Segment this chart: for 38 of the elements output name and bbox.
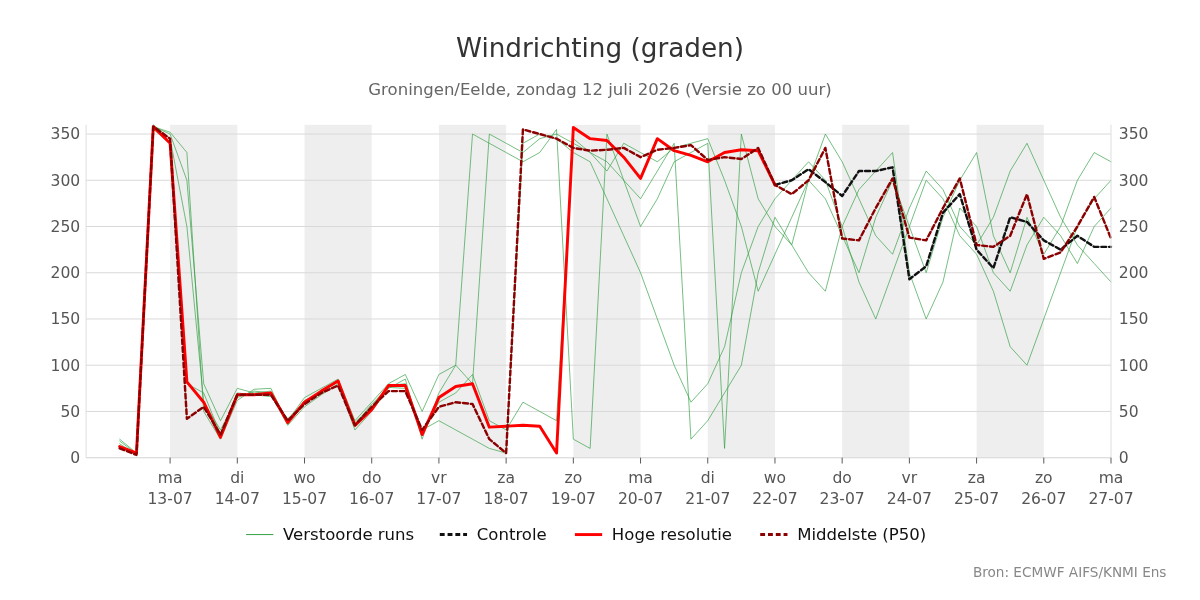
y2-tick-label: 250 [1118,217,1149,236]
y-tick-label: 100 [50,356,81,375]
x-tick-label: za 18-07 [483,468,529,509]
x-tick-label: ma 20-07 [617,468,664,509]
x-tick-label: zo 19-07 [550,468,596,509]
legend-label: Hoge resolutie [611,525,732,545]
y-tick-label: 200 [50,264,81,283]
chart-title: Windrichting (graden) [456,32,744,63]
legend-label: Middelste (P50) [797,525,927,545]
y-tick-label: 250 [50,217,81,236]
x-tick-label: wo 22-07 [752,468,798,509]
x-tick-label: vr 24-07 [886,468,932,509]
x-tick-label: za 25-07 [953,468,1000,509]
x-tick-label: zo 26-07 [1021,468,1067,509]
x-tick-label: vr 17-07 [416,468,462,509]
text: Bron: ECMWF AIFS/KNMI Ens [972,564,1167,581]
x-tick-label: di 21-07 [685,468,731,509]
y2-tick-label: 50 [1118,402,1139,421]
legend-label: Controle [476,525,547,545]
x-tick-label: do 23-07 [819,468,865,509]
legend-label: Verstoorde runs [283,525,415,545]
y2-tick-label: 150 [1118,310,1149,329]
y-tick-label: 300 [50,171,81,190]
y-tick-label: 150 [50,310,81,329]
x-tick-label: do 16-07 [349,468,395,509]
y-tick-label: 50 [60,402,81,421]
y2-tick-label: 350 [1118,125,1149,144]
x-tick-label: ma 13-07 [147,468,193,509]
x-tick-label: ma 27-07 [1088,468,1134,509]
y2-tick-label: 100 [1118,356,1149,375]
x-tick-label: wo 15-07 [281,468,328,509]
chart-subtitle: Groningen/Eelde, zondag 12 juli 2026 (Versie zo 00 uur) [368,79,832,99]
y2-tick-label: 0 [1118,449,1129,468]
x-tick-label: di 14-07 [214,468,260,509]
y-tick-label: 0 [70,449,81,468]
y-tick-label: 350 [50,125,81,144]
y2-tick-label: 300 [1118,171,1149,190]
y2-tick-label: 200 [1118,264,1149,283]
